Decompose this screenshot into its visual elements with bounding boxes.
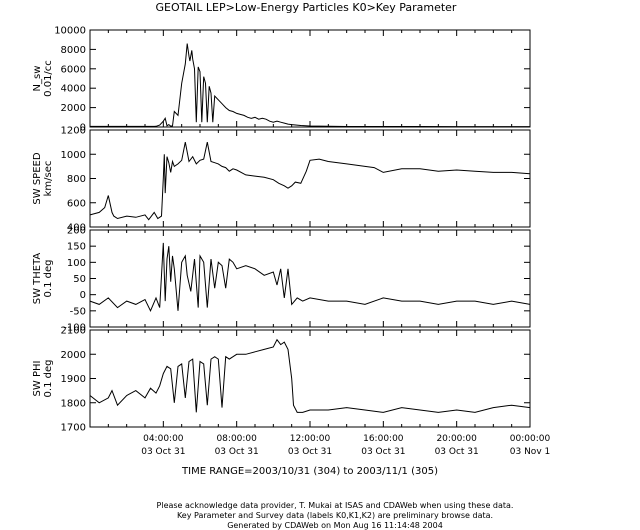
x-tick-label-time: 08:00:00 <box>216 434 257 444</box>
footer-line-3: Generated by CDAWeb on Mon Aug 16 11:14:… <box>227 521 443 530</box>
chart-title: GEOTAIL LEP>Low-Energy Particles K0>Key … <box>156 1 457 14</box>
y-axis-title: 0.1 deg <box>43 260 54 298</box>
y-axis-title: km/sec <box>43 161 54 197</box>
x-tick-label-date: 03 Oct 31 <box>361 447 405 457</box>
y-tick-label: 2000 <box>61 350 86 361</box>
x-tick-label-date: 03 Oct 31 <box>141 447 185 457</box>
y-tick-label: 2100 <box>61 326 86 337</box>
y-tick-label: 4000 <box>61 84 86 95</box>
y-tick-label: -100 <box>63 323 86 334</box>
panel-frame <box>89 329 531 428</box>
panel-4: 1700 1800 1900 2000 2100 SW PHI 0.1 deg <box>32 326 531 434</box>
y-tick-label: 1900 <box>61 374 86 385</box>
y-axis-title: SW THETA <box>32 253 43 305</box>
x-axis: 04:00:00 03 Oct 31 08:00:00 03 Oct 31 12:00:… <box>141 434 550 457</box>
x-tick-label-time: 20:00:00 <box>436 434 477 444</box>
y-tick-label: 200 <box>67 226 86 237</box>
panel-2: 400 600 800 1000 1200 SW SPEED km/sec <box>32 126 531 234</box>
y-tick-label: 0 <box>80 290 86 301</box>
panel-frame <box>89 129 531 228</box>
y-tick-label: 600 <box>67 198 86 209</box>
x-tick-label-date: 03 Nov 1 <box>510 447 550 457</box>
y-axis-title: 0.01/cc <box>43 60 54 97</box>
y-tick-label: 8000 <box>61 45 86 56</box>
y-axis-title: N_sw <box>32 66 43 92</box>
y-tick-label: 1800 <box>61 398 86 409</box>
series-line <box>89 242 531 313</box>
panel-frame <box>89 229 531 328</box>
y-tick-label: 400 <box>67 223 86 234</box>
time-range-label: TIME RANGE=2003/10/31 (304) to 2003/11/1… <box>181 466 438 477</box>
y-axis-title: SW PHI <box>32 361 43 397</box>
panel-3: -100 -50 0 50 100 150 200 SW THETA 0.1 deg <box>32 226 531 334</box>
x-tick-label-date: 03 Oct 31 <box>288 447 332 457</box>
series-line <box>89 141 531 221</box>
y-tick-label: 1000 <box>61 150 86 161</box>
series-line <box>90 43 530 128</box>
x-tick-label-time: 16:00:00 <box>363 434 404 444</box>
y-axis-title: 0.1 deg <box>43 360 54 398</box>
y-tick-label: -50 <box>70 306 86 317</box>
y-tick-label: 50 <box>73 274 86 285</box>
y-axis-title: SW SPEED <box>32 152 43 204</box>
y-tick-label: 1200 <box>61 126 86 137</box>
y-tick-label: 10000 <box>54 26 86 37</box>
series-line <box>89 338 531 413</box>
x-tick-label-date: 03 Oct 31 <box>215 447 259 457</box>
x-tick-label-time: 04:00:00 <box>143 434 184 444</box>
x-tick-label-date: 03 Oct 31 <box>435 447 479 457</box>
x-tick-label-time: 00:00:00 <box>510 434 551 444</box>
y-tick-label: 1700 <box>61 423 86 434</box>
panel-1: 0 2000 4000 6000 8000 10000 N_sw 0.01/cc <box>32 26 531 134</box>
y-tick-label: 100 <box>67 258 86 269</box>
panel-frame <box>89 29 531 128</box>
y-tick-label: 6000 <box>61 64 86 75</box>
footer-line-1: Please acknowledge data provider, T. Muk… <box>157 501 514 510</box>
y-tick-label: 800 <box>67 174 86 185</box>
y-tick-label: 2000 <box>61 103 86 114</box>
y-tick-label: 0 <box>80 123 86 134</box>
footer-line-2: Key Parameter and Survey data (labels K0… <box>177 511 493 520</box>
y-tick-label: 150 <box>67 242 86 253</box>
x-tick-label-time: 12:00:00 <box>290 434 331 444</box>
